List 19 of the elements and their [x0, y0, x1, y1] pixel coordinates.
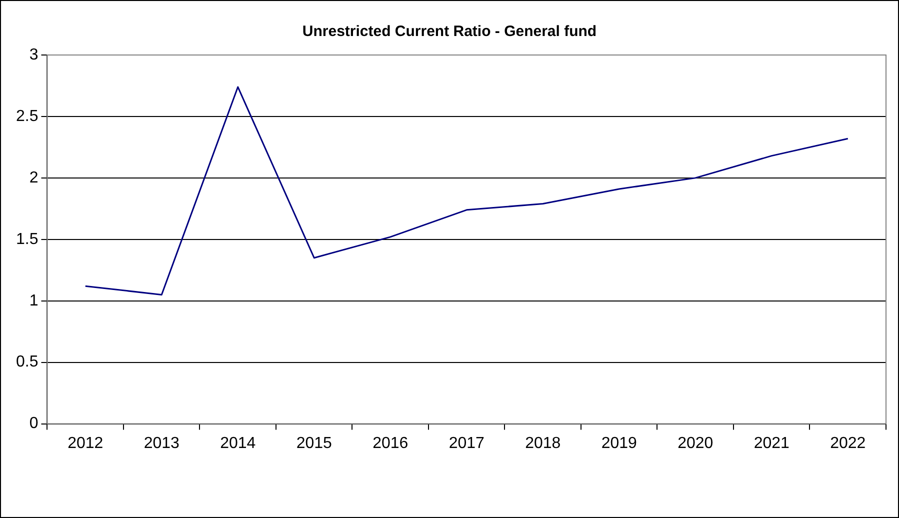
x-tick-label: 2012 [68, 434, 104, 452]
y-tick-label: 0 [29, 415, 38, 432]
x-tick-label: 2020 [678, 434, 714, 452]
y-tick-label: 0.5 [16, 354, 38, 371]
x-tick-label: 2018 [525, 434, 561, 452]
chart-title: Unrestricted Current Ratio - General fund [302, 23, 597, 40]
x-tick-label: 2022 [830, 434, 866, 452]
x-tick-label: 2014 [220, 434, 256, 452]
x-tick-label: 2013 [144, 434, 180, 452]
y-tick-label: 1.5 [16, 230, 38, 248]
y-tick-label: 1 [29, 292, 38, 310]
x-tick-label: 2019 [601, 434, 638, 452]
x-tick-label: 2016 [372, 434, 408, 452]
y-tick-label: 3 [29, 46, 38, 64]
x-tick-label: 2017 [448, 434, 485, 452]
y-tick-label: 2.5 [16, 108, 38, 125]
y-tick-label: 2 [29, 169, 38, 186]
x-tick-label: 2021 [754, 434, 790, 452]
x-tick-label: 2015 [296, 434, 332, 452]
